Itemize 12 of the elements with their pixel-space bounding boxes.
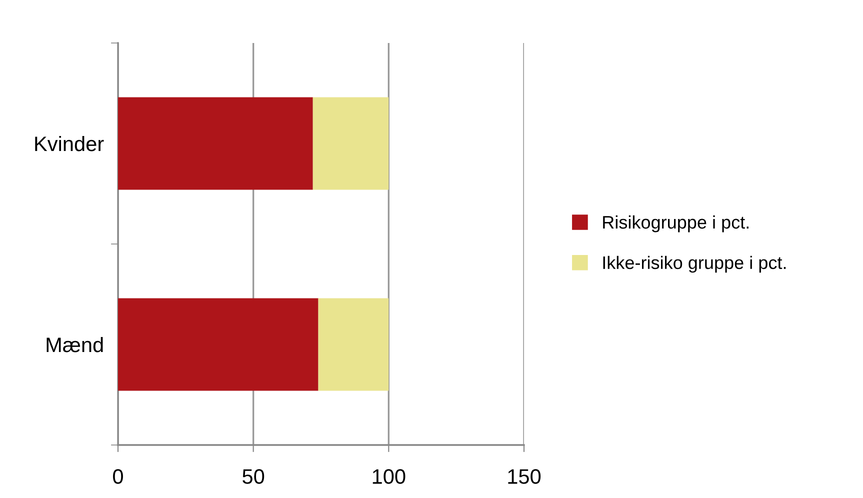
bar <box>318 298 389 391</box>
legend-label: Risikogruppe i pct. <box>603 215 748 232</box>
x-tick-label: 100 <box>372 469 406 484</box>
x-tick-label: 150 <box>508 469 541 484</box>
x-tick-label: 50 <box>242 469 264 484</box>
x-tick-label: 0 <box>113 469 123 484</box>
y-tick-label: Mænd <box>46 336 103 352</box>
bar <box>118 298 318 391</box>
bar <box>118 97 313 190</box>
legend-label: Ikke-risiko gruppe i pct. <box>603 256 786 273</box>
y-tick-label: Kvinder <box>35 136 104 152</box>
bar <box>312 97 389 190</box>
